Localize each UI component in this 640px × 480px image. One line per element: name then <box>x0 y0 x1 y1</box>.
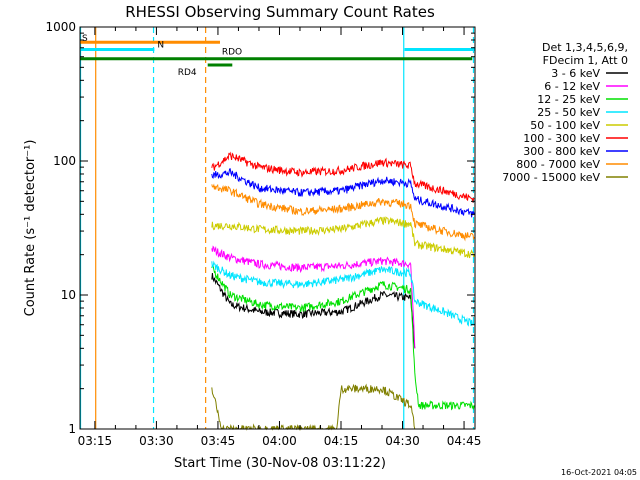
legend-entry-label: 300 - 800 keV <box>523 145 600 158</box>
x-tick-label: 03:30 <box>139 434 174 448</box>
y-tick-label: 1000 <box>45 20 76 34</box>
legend-entry-label: 7000 - 15000 keV <box>502 171 600 184</box>
legend-entry-label: 100 - 300 keV <box>523 132 600 145</box>
x-tick-label: 04:00 <box>262 434 297 448</box>
y-tick-label: 100 <box>53 154 76 168</box>
chart-title: RHESSI Observing Summary Count Rates <box>125 3 435 21</box>
x-tick-label: 04:45 <box>447 434 482 448</box>
series-100-300kev <box>211 151 475 203</box>
flag-label: S <box>82 34 88 44</box>
y-tick-label: 1 <box>68 422 76 436</box>
series-12-25kev <box>211 265 475 411</box>
x-tick-label: 04:15 <box>324 434 359 448</box>
series-25-50kev <box>211 260 475 327</box>
plot-frame <box>79 26 476 430</box>
series-800-7000kev <box>211 183 475 242</box>
legend-header: Det 1,3,4,5,6,9, <box>542 41 628 54</box>
series-6-12kev <box>211 245 416 349</box>
flag-label: RD4 <box>178 68 197 78</box>
legend-header: FDecim 1, Att 0 <box>543 54 628 67</box>
legend-entry-label: 50 - 100 keV <box>530 119 600 132</box>
series-3-6kev <box>211 273 416 349</box>
y-axis: 1 10 100 1000 <box>45 20 475 436</box>
x-tick-label: 03:15 <box>78 434 113 448</box>
legend-entry-label: 3 - 6 keV <box>551 67 600 80</box>
timestamp: 16-Oct-2021 04:05 <box>561 468 637 477</box>
x-axis-label: Start Time (30-Nov-08 03:11:22) <box>174 456 386 471</box>
series-7000-15000kev <box>211 383 416 431</box>
legend-entry-label: 6 - 12 keV <box>544 80 600 93</box>
y-axis-label: Count Rate (s⁻¹ detector⁻¹) <box>23 140 38 317</box>
flag-label: RDO <box>222 48 242 58</box>
y-tick-label: 10 <box>61 288 76 302</box>
x-tick-label: 04:30 <box>385 434 420 448</box>
legend-entry-label: 25 - 50 keV <box>537 106 600 119</box>
legend-entry-label: 12 - 25 keV <box>537 93 600 106</box>
x-axis: 03:15 03:30 03:45 04:00 04:15 04:30 04:45 <box>78 27 482 448</box>
flag-label: N <box>157 40 164 50</box>
legend-entry-label: 800 - 7000 keV <box>516 158 600 171</box>
series-300-800kev <box>211 168 475 218</box>
x-tick-label: 03:45 <box>201 434 236 448</box>
legend: Det 1,3,4,5,6,9,FDecim 1, Att 03 - 6 keV… <box>502 41 628 184</box>
series-50-100kev <box>211 216 475 259</box>
